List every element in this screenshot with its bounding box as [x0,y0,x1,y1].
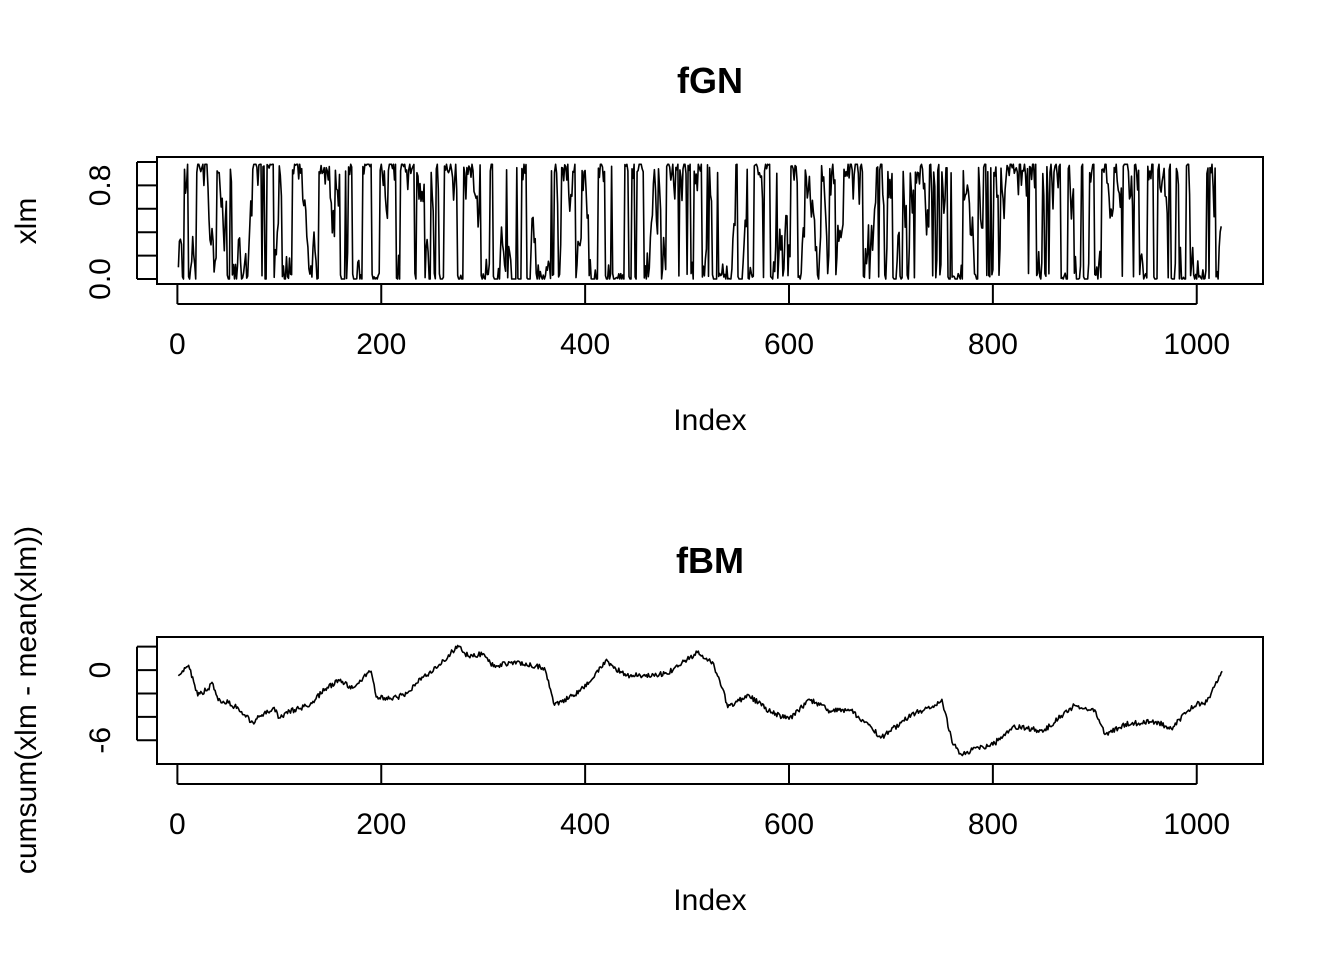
x-tick-label: 0 [169,328,186,361]
chart-title-fbm: fBM [676,540,744,581]
x-tick-label: 600 [764,808,814,841]
panel-fgn: fGN 0 200 400 600 800 1000 0.0 0.8 Index xlm [10,60,1264,437]
x-axis-label-fgn: Index [673,404,746,437]
y-axis-fbm: -6 0 [84,645,157,754]
x-tick-label: 400 [560,808,610,841]
plot-frame-fgn [156,156,1264,285]
x-axis-label-fbm: Index [673,884,746,917]
x-tick-label: 1000 [1163,328,1230,361]
y-tick-label: 0.8 [84,165,117,207]
x-tick-label: 800 [968,808,1018,841]
chart-title-fgn: fGN [677,60,743,101]
series-line-fgn [177,163,1222,280]
y-axis-fgn: 0.0 0.8 [84,161,157,300]
x-tick-label: 1000 [1163,808,1230,841]
x-tick-label: 400 [560,328,610,361]
y-axis-label-fbm: cumsum(xlm - mean(xlm)) [10,526,43,874]
x-tick-label: 800 [968,328,1018,361]
x-axis-fgn: 0 200 400 600 800 1000 [169,284,1230,361]
y-tick-label: -6 [84,727,117,754]
x-tick-label: 200 [356,808,406,841]
plot-frame-fbm [156,636,1264,765]
panel-fbm: fBM 0 200 400 600 800 1000 -6 0 Index cumsum(x… [10,526,1264,917]
y-tick-label: 0 [84,662,117,679]
x-tick-label: 200 [356,328,406,361]
x-axis-fbm: 0 200 400 600 800 1000 [169,764,1230,841]
y-axis-label-fgn: xlm [10,198,43,245]
series-line-fbm [177,644,1223,757]
x-tick-label: 600 [764,328,814,361]
x-tick-label: 0 [169,808,186,841]
y-tick-label: 0.0 [84,258,117,300]
